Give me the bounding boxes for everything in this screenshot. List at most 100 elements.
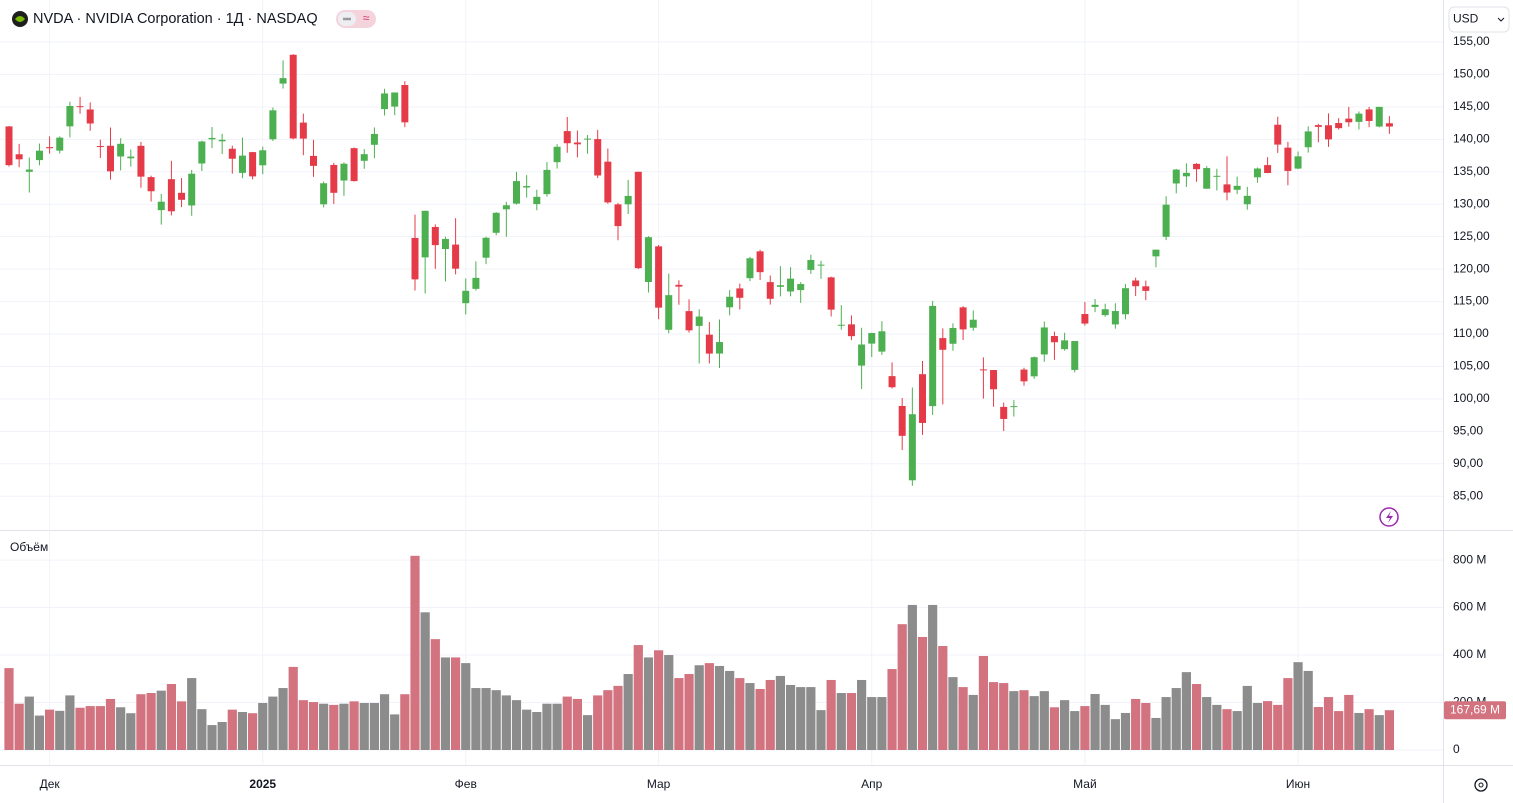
- volume-bar: [846, 693, 857, 750]
- candle-body: [25, 169, 33, 172]
- candle-body: [238, 155, 246, 173]
- x-tick-label: Июн: [1286, 777, 1310, 791]
- candle-body: [1203, 168, 1211, 189]
- volume-bar: [379, 694, 390, 750]
- candle-body: [218, 139, 226, 142]
- candle-body: [523, 186, 531, 188]
- candle-body: [746, 258, 754, 279]
- volume-bar: [532, 712, 542, 750]
- candle-body: [5, 126, 13, 166]
- volume-bar: [1252, 702, 1263, 750]
- volume-bar: [1344, 694, 1354, 750]
- candle-body: [1040, 327, 1048, 355]
- volume-bar: [1293, 662, 1303, 750]
- candle-body: [655, 246, 663, 308]
- candle-body: [858, 344, 866, 366]
- volume-bar: [725, 670, 735, 750]
- candle-body: [482, 237, 490, 258]
- candle-body: [249, 152, 257, 177]
- candle-body: [96, 146, 104, 148]
- candle-body: [269, 110, 277, 140]
- candle-body: [107, 145, 114, 172]
- candle-body: [573, 142, 581, 145]
- candle-body: [401, 85, 409, 123]
- volume-title: Объём: [10, 540, 48, 554]
- volume-bar: [775, 675, 785, 750]
- y-tick-label: 140,00: [1453, 132, 1490, 146]
- volume-bar: [633, 645, 643, 750]
- candle-body: [259, 150, 267, 166]
- settings-hub: [1478, 782, 1484, 788]
- candle-body: [614, 204, 622, 227]
- candle-body: [1243, 195, 1251, 205]
- candle-body: [644, 237, 652, 282]
- volume-bar: [369, 702, 379, 750]
- volume-bar: [603, 690, 613, 750]
- volume-bar: [643, 657, 654, 750]
- volume-bar: [1313, 707, 1323, 750]
- candle-body: [1264, 165, 1272, 174]
- y-tick-label: 95,00: [1453, 424, 1483, 438]
- volume-bar: [948, 677, 958, 750]
- volume-bar: [349, 701, 359, 750]
- candle-body: [1314, 125, 1322, 127]
- settings-button[interactable]: [1474, 778, 1488, 792]
- candle-body: [1223, 184, 1231, 193]
- volume-bar: [999, 683, 1009, 750]
- candle-body: [563, 131, 571, 144]
- x-tick-label: Апр: [861, 777, 883, 791]
- candle-body: [513, 181, 520, 204]
- candle-body: [86, 109, 94, 124]
- volume-bar: [237, 712, 248, 750]
- candle-body: [675, 284, 683, 287]
- volume-bar: [156, 690, 166, 750]
- symbol-title: NVDA · NVIDIA Corporation · 1Д · NASDAQ: [33, 11, 318, 27]
- volume-bar: [1242, 685, 1252, 750]
- volume-bar: [593, 695, 603, 750]
- candle-body: [127, 156, 135, 159]
- volume-bar: [105, 698, 116, 750]
- volume-bar: [420, 612, 430, 750]
- volume-bar: [1131, 698, 1141, 750]
- candle-body: [56, 137, 64, 151]
- volume-bar: [207, 725, 217, 750]
- volume-bar: [1273, 704, 1283, 750]
- candle-body: [837, 324, 845, 326]
- volume-bar: [562, 696, 572, 750]
- candle-body: [959, 307, 967, 330]
- candle-body: [1233, 185, 1241, 190]
- volume-bar: [1070, 711, 1080, 750]
- volume-bar: [248, 713, 258, 750]
- y-tick-label: 125,00: [1453, 229, 1490, 243]
- candle-body: [817, 264, 825, 266]
- y-tick-label: 130,00: [1453, 196, 1490, 210]
- candle-body: [1375, 106, 1383, 127]
- y-tick-label: 0: [1453, 742, 1460, 756]
- candle-body: [411, 237, 419, 280]
- candle-body: [1213, 175, 1221, 177]
- candle-body: [1081, 314, 1089, 324]
- volume-bar: [1151, 717, 1161, 750]
- candle-body: [1304, 131, 1312, 148]
- candle-body: [117, 143, 125, 157]
- candle-body: [310, 155, 317, 166]
- candle-body: [1020, 369, 1028, 382]
- volume-bar: [166, 684, 176, 750]
- candle-body: [939, 338, 947, 350]
- volume-bar: [1283, 678, 1293, 750]
- volume-bar: [623, 674, 633, 750]
- volume-bar: [897, 624, 907, 750]
- volume-bar: [684, 674, 694, 750]
- volume-bar: [1263, 701, 1273, 750]
- volume-bar: [1384, 710, 1394, 750]
- volume-bar: [745, 683, 755, 750]
- volume-bar: [1181, 672, 1191, 750]
- lightning-button[interactable]: [1379, 507, 1399, 527]
- volume-bar: [714, 665, 725, 750]
- volume-bar: [816, 710, 826, 750]
- candle-body: [1193, 163, 1201, 170]
- currency-button[interactable]: [1448, 6, 1510, 33]
- volume-bar: [430, 639, 440, 750]
- volume-bar: [613, 685, 623, 750]
